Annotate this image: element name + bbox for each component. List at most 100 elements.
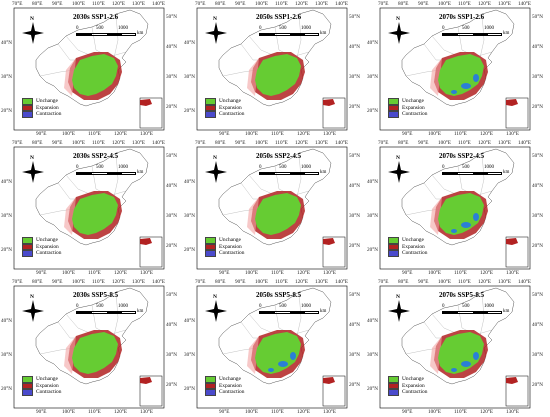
left-tick-label: 30°N <box>184 74 196 80</box>
legend-label: Unchange <box>219 237 241 244</box>
province-boundary <box>294 51 310 57</box>
top-tick-label: 70°E <box>378 279 389 285</box>
bottom-tick-label: 130°E <box>506 131 520 137</box>
top-tick-label: 80°E <box>32 1 43 7</box>
north-arrow-icon: N <box>22 16 44 44</box>
left-tick-label: 30°N <box>1 74 13 80</box>
bottom-tick-label: 120°E <box>480 270 494 276</box>
panel-title: 2050s SSP1-2.6 <box>256 13 302 21</box>
legend-row-contraction: Contraction <box>205 389 244 396</box>
scale-unit: km <box>137 31 144 36</box>
map-frame <box>196 285 348 409</box>
right-tick-label: 40°N <box>349 322 361 328</box>
left-tick-label: 40°N <box>367 318 379 324</box>
scale-bar: 0 500 1000 km <box>442 165 509 181</box>
top-tick-label: 110°E <box>275 140 288 146</box>
legend-row-expansion: Expansion <box>205 382 244 389</box>
scale-bar-graphic <box>442 172 502 175</box>
left-tick-label: 40°N <box>184 318 196 324</box>
legend-label: Unchange <box>402 376 424 383</box>
scale-bar-graphic <box>76 311 136 314</box>
right-tick-label: 20°N <box>532 382 544 388</box>
north-arrow-icon: N <box>388 16 410 44</box>
right-tick-label: 30°N <box>532 352 544 358</box>
province-boundary <box>113 291 119 337</box>
top-tick-label: 120°E <box>478 279 492 285</box>
bottom-tick-label: 110°E <box>271 131 284 137</box>
legend-swatch <box>205 376 216 383</box>
top-tick-label: 100°E <box>255 279 269 285</box>
bottom-tick-label: 120°E <box>114 131 128 137</box>
province-boundary <box>296 152 302 198</box>
top-tick-label: 80°E <box>32 279 43 285</box>
unchange-area <box>255 193 301 235</box>
panel-title: 2070s SSP5-8.5 <box>439 291 485 299</box>
left-tick-label: 20°N <box>184 247 196 253</box>
legend-swatch <box>388 243 399 250</box>
north-label: N <box>30 294 34 300</box>
left-tick-label: 20°N <box>1 247 13 253</box>
left-tick-label: 20°N <box>1 386 13 392</box>
left-tick-label: 40°N <box>367 179 379 185</box>
legend-row-unchange: Unchange <box>205 376 244 383</box>
province-boundary <box>477 190 493 196</box>
legend-label: Contraction <box>36 111 62 118</box>
legend-row-unchange: Unchange <box>22 237 61 244</box>
top-tick-label: 70°E <box>195 1 206 7</box>
legend-swatch <box>22 389 33 396</box>
legend-row-contraction: Contraction <box>22 389 61 396</box>
expansion-halo <box>430 197 442 235</box>
inset-land <box>506 377 518 384</box>
north-arrow-icon: N <box>22 155 44 183</box>
bottom-tick-label: 110°E <box>454 409 467 415</box>
right-tick-label: 20°N <box>166 382 178 388</box>
legend-swatch <box>22 98 33 105</box>
scale-bar-graphic <box>442 311 502 314</box>
right-tick-label: 30°N <box>349 213 361 219</box>
scale-unit: km <box>503 31 510 36</box>
contraction-area <box>268 368 274 372</box>
contraction-area <box>461 361 471 367</box>
legend-label: Unchange <box>402 98 424 105</box>
bottom-tick-label: 110°E <box>88 131 101 137</box>
top-tick-label: 130°E <box>498 140 512 146</box>
map-frame <box>379 146 531 270</box>
bottom-tick-label: 90°E <box>219 409 230 415</box>
top-tick-label: 70°E <box>378 140 389 146</box>
legend-row-expansion: Expansion <box>205 243 244 250</box>
map-panel: 2070s SSP2-4.5 N 0 500 1000 km Unchange Expansi… <box>366 139 549 278</box>
north-arrow-icon: N <box>388 294 410 322</box>
right-tick-label: 50°N <box>532 292 544 298</box>
contraction-area <box>451 90 457 94</box>
top-tick-label: 130°E <box>315 140 329 146</box>
right-tick-label: 50°N <box>349 292 361 298</box>
province-boundary <box>111 190 127 196</box>
top-tick-label: 80°E <box>398 1 409 7</box>
map-panel: 2070s SSP1-2.6 N 0 500 1000 km Unchange Expansi… <box>366 0 549 139</box>
legend-swatch <box>205 382 216 389</box>
scale-label: 1000 <box>118 304 128 309</box>
left-tick-label: 20°N <box>367 247 379 253</box>
contraction-area <box>451 229 457 233</box>
right-tick-label: 50°N <box>349 153 361 159</box>
right-tick-label: 30°N <box>166 352 178 358</box>
scale-label: 1000 <box>301 304 311 309</box>
top-tick-label: 120°E <box>478 140 492 146</box>
left-tick-label: 30°N <box>367 352 379 358</box>
unchange-area <box>72 332 118 374</box>
left-tick-label: 20°N <box>1 108 13 114</box>
province-boundary <box>248 35 276 57</box>
panel-title: 2070s SSP2-4.5 <box>439 152 485 160</box>
left-tick-label: 30°N <box>367 213 379 219</box>
north-arrow-icon: N <box>205 294 227 322</box>
legend-row-expansion: Expansion <box>22 104 61 111</box>
top-tick-label: 130°E <box>132 1 146 7</box>
inset-land <box>506 238 518 245</box>
legend-swatch <box>205 111 216 118</box>
north-label: N <box>213 155 217 161</box>
province-boundary <box>65 35 93 57</box>
top-tick-label: 100°E <box>72 1 86 7</box>
scale-label: 500 <box>96 165 104 170</box>
legend-label: Unchange <box>219 376 241 383</box>
right-tick-label: 40°N <box>532 44 544 50</box>
